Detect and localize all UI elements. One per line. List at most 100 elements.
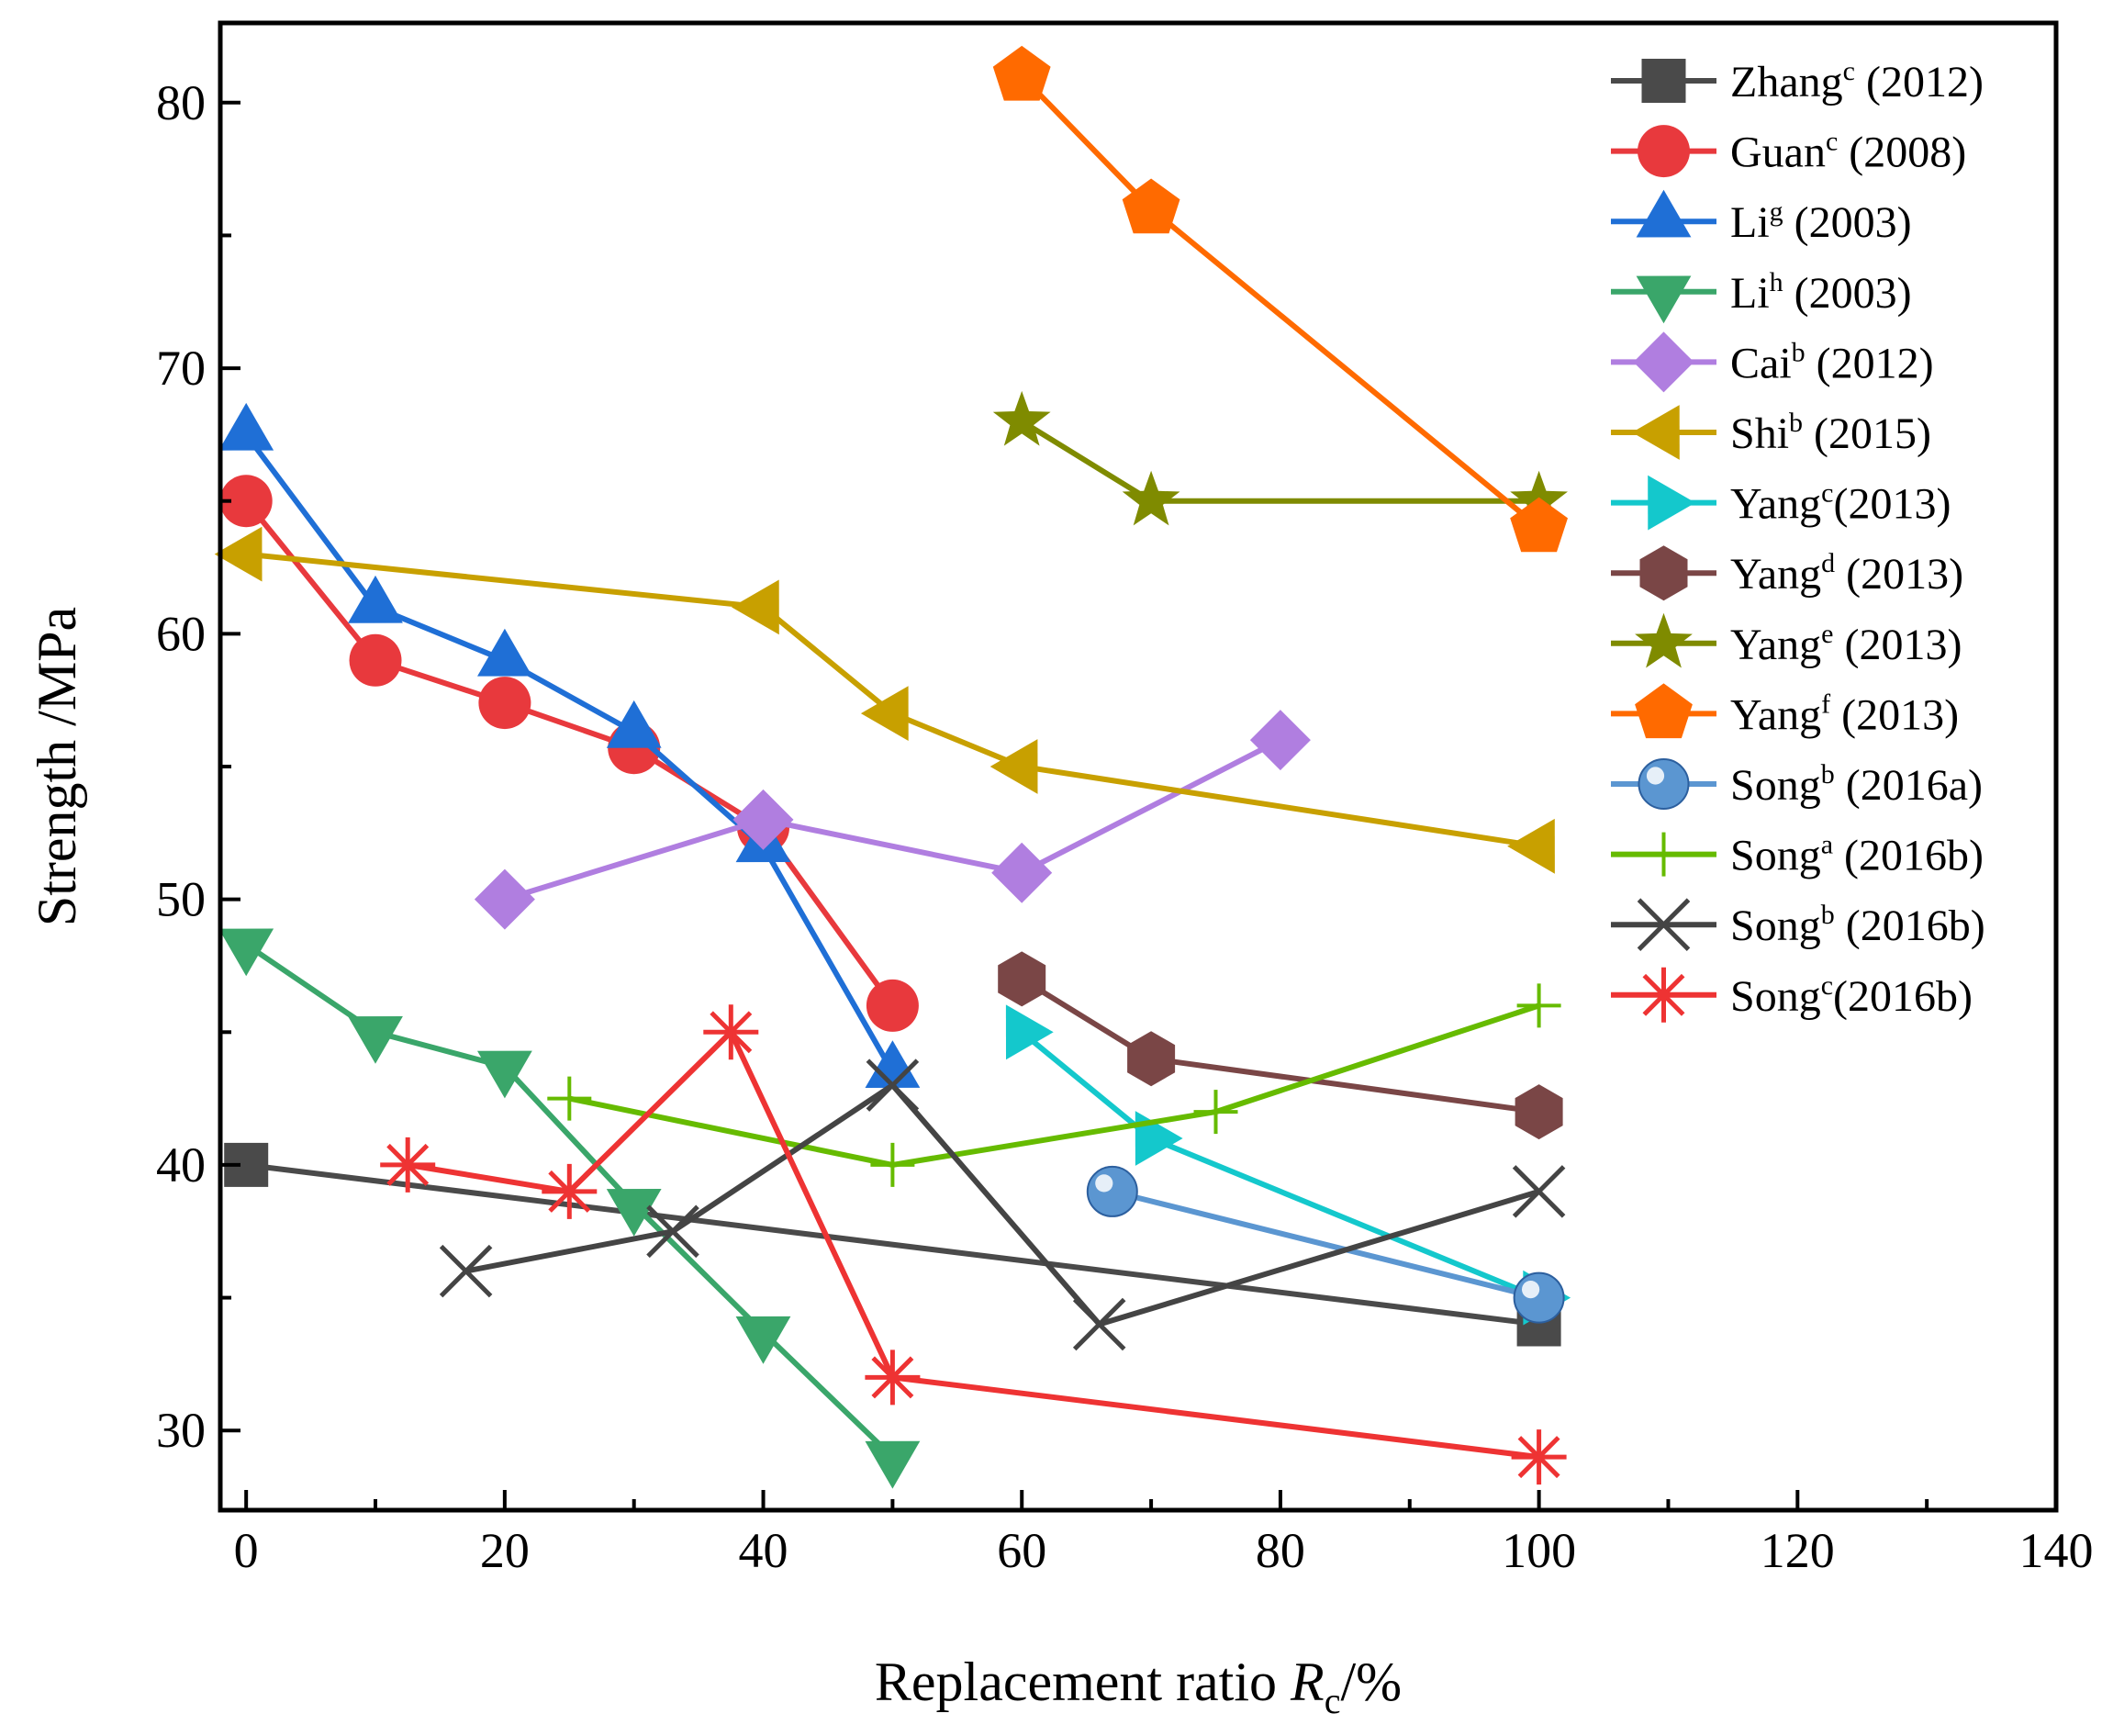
legend-series-superscript: b — [1821, 900, 1835, 930]
data-point — [348, 1016, 403, 1064]
x-tick-label: 140 — [2019, 1523, 2094, 1578]
data-point — [1510, 497, 1568, 553]
y-axis-title: Strength /MPa — [27, 607, 87, 926]
legend-series-year: (2013) — [1835, 550, 1963, 599]
legend-swatch-marker — [1632, 405, 1680, 460]
data-point — [214, 526, 263, 582]
legend-series-name: Song — [1730, 761, 1821, 810]
series-line — [243, 432, 896, 1074]
series-layer — [214, 45, 1571, 1489]
legend-item: Yange (2013) — [1611, 612, 1962, 669]
x-tick-label: 60 — [997, 1523, 1046, 1578]
data-point — [474, 868, 535, 930]
data-point — [732, 789, 794, 850]
data-point — [1072, 1297, 1126, 1351]
data-point — [606, 1189, 662, 1237]
legend-swatch-marker — [1639, 545, 1688, 601]
data-point — [1515, 1084, 1563, 1140]
legend-swatch-marker — [1641, 59, 1686, 103]
legend-swatch-marker — [1636, 189, 1692, 238]
legend-series-superscript: e — [1821, 619, 1833, 649]
data-point — [478, 677, 531, 730]
data-point — [865, 1040, 921, 1088]
legend-series-year: (2003) — [1783, 269, 1912, 318]
legend-series-superscript: c — [1843, 56, 1855, 86]
data-point — [646, 1204, 699, 1259]
data-point — [870, 1142, 915, 1187]
legend-series-year: (2016b) — [1833, 972, 1973, 1021]
legend-swatch-marker — [1633, 331, 1694, 393]
data-point — [1516, 983, 1561, 1028]
data-point — [860, 686, 909, 741]
legend-series-year: (2013) — [1834, 621, 1962, 669]
series-3 — [218, 928, 921, 1489]
legend-label: Yange (2013) — [1730, 619, 1962, 669]
legend-series-superscript: h — [1770, 267, 1783, 297]
legend-label: Songb (2016b) — [1730, 900, 1985, 950]
legend-swatch-marker — [1641, 832, 1686, 877]
legend-label: Lih (2003) — [1730, 267, 1912, 318]
series-12 — [439, 1058, 1566, 1351]
series-4 — [474, 710, 1311, 930]
legend-label: Lig (2003) — [1730, 196, 1912, 247]
data-point — [1122, 178, 1180, 234]
series-line — [1112, 1188, 1540, 1301]
legend-series-superscript: d — [1821, 548, 1835, 578]
legend-series-name: Li — [1730, 198, 1770, 247]
legend-item: Songa (2016b) — [1611, 830, 1984, 880]
data-point — [349, 633, 402, 687]
data-point — [477, 628, 532, 677]
legend-item: Songb (2016b) — [1611, 898, 1985, 951]
legend-series-name: Yang — [1730, 621, 1821, 669]
legend-label: Songa (2016b) — [1730, 830, 1984, 880]
legend-series-year: (2015) — [1803, 409, 1931, 458]
legend-series-superscript: a — [1821, 830, 1833, 860]
legend-item: Yangc(2013) — [1611, 475, 1951, 531]
legend-series-year: (2016b) — [1835, 902, 1985, 950]
legend-series-name: Shi — [1730, 409, 1789, 458]
legend-swatch-marker — [1636, 967, 1692, 1023]
legend-series-name: Li — [1730, 269, 1770, 318]
data-point — [348, 575, 403, 623]
data-point — [1511, 1429, 1567, 1485]
data-point — [735, 1316, 791, 1364]
legend-label: Shib (2015) — [1730, 408, 1931, 458]
data-point — [998, 951, 1046, 1007]
data-point — [1122, 470, 1180, 526]
data-point — [992, 45, 1051, 101]
legend-series-superscript: b — [1789, 408, 1803, 438]
series-9 — [992, 45, 1568, 553]
series-line — [568, 1002, 1540, 1168]
data-point — [1005, 1004, 1054, 1060]
x-tick-label: 100 — [1502, 1523, 1576, 1578]
legend-label: Zhangc (2012) — [1730, 56, 1984, 106]
legend-item: Lig (2003) — [1611, 189, 1912, 247]
legend-series-year: (2012) — [1806, 339, 1934, 387]
legend-swatch-marker — [1635, 612, 1693, 668]
legend-item: Songb (2016a) — [1611, 758, 1983, 810]
series-5 — [214, 526, 1555, 874]
x-tick-label: 40 — [739, 1523, 788, 1578]
legend-series-year: (2016b) — [1833, 832, 1984, 880]
data-point — [865, 1350, 921, 1406]
x-tick-label: 120 — [1761, 1523, 1835, 1578]
data-point — [989, 739, 1038, 794]
data-point — [219, 475, 273, 528]
legend-label: Caib (2012) — [1730, 337, 1934, 387]
legend-series-year: (2013) — [1834, 480, 1951, 529]
legend-swatch-marker — [1635, 683, 1693, 739]
legend-item: Yangf (2013) — [1611, 683, 1959, 739]
legend-series-superscript: c — [1821, 478, 1833, 509]
legend-swatch-marker — [1637, 898, 1691, 951]
data-point — [1507, 818, 1555, 874]
data-point — [1127, 1031, 1176, 1087]
data-point — [218, 402, 274, 451]
data-point — [866, 1058, 920, 1112]
legend-series-year: (2012) — [1855, 58, 1984, 106]
y-tick-label: 60 — [156, 606, 206, 661]
y-tick-label: 80 — [156, 75, 206, 130]
y-tick-label: 70 — [156, 341, 206, 396]
legend-item: Caib (2012) — [1611, 331, 1934, 393]
x-tick-label: 20 — [480, 1523, 530, 1578]
legend-swatch-marker — [1636, 275, 1692, 324]
